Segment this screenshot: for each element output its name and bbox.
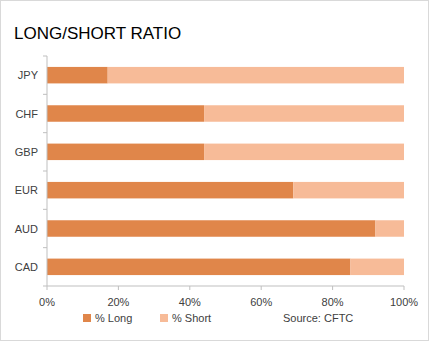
y-tick-label: GBP [15, 146, 38, 158]
legend-label: % Long [95, 312, 132, 324]
x-tick [189, 286, 190, 290]
bar [47, 67, 108, 83]
annotation: Source: CFTC [283, 312, 353, 324]
bar [375, 220, 404, 236]
bar [108, 67, 404, 83]
x-tick-label: 60% [250, 296, 272, 308]
x-tick [404, 286, 405, 290]
bar [47, 144, 204, 160]
y-tick-label: AUD [15, 223, 38, 235]
chart: LONG/SHORT RATIO 0% 20% 40% 60% 80% 100% JPY CHF… [0, 0, 429, 341]
bar [204, 105, 404, 121]
category-tick [43, 247, 47, 248]
bar [204, 144, 404, 160]
x-tick [261, 286, 262, 290]
legend-label: % Short [172, 312, 211, 324]
y-tick-label: CHF [15, 108, 38, 120]
category-tick [43, 56, 47, 57]
x-tick [332, 286, 333, 290]
category-tick [43, 132, 47, 133]
y-tick-label: EUR [15, 184, 38, 196]
x-tick-label: 80% [322, 296, 344, 308]
category-tick [43, 94, 47, 95]
bar [47, 259, 350, 275]
title: LONG/SHORT RATIO [14, 24, 181, 43]
bar [350, 259, 404, 275]
category-tick [43, 171, 47, 172]
bar [47, 105, 204, 121]
x-tick [118, 286, 119, 290]
bar [47, 220, 375, 236]
x-tick [47, 286, 48, 290]
x-axis-line [47, 286, 404, 287]
x-tick-label: 0% [39, 296, 55, 308]
legend-swatch [160, 314, 168, 322]
category-tick [43, 209, 47, 210]
category-tick [43, 286, 47, 287]
x-tick-label: 20% [107, 296, 129, 308]
y-tick-label: JPY [18, 69, 39, 81]
y-tick-label: CAD [15, 261, 38, 273]
bars [47, 67, 404, 275]
bar [293, 182, 404, 198]
bar [47, 182, 293, 198]
x-tick-label: 100% [390, 296, 418, 308]
chart-frame [1, 1, 429, 341]
legend-swatch [83, 314, 91, 322]
x-tick-label: 40% [179, 296, 201, 308]
